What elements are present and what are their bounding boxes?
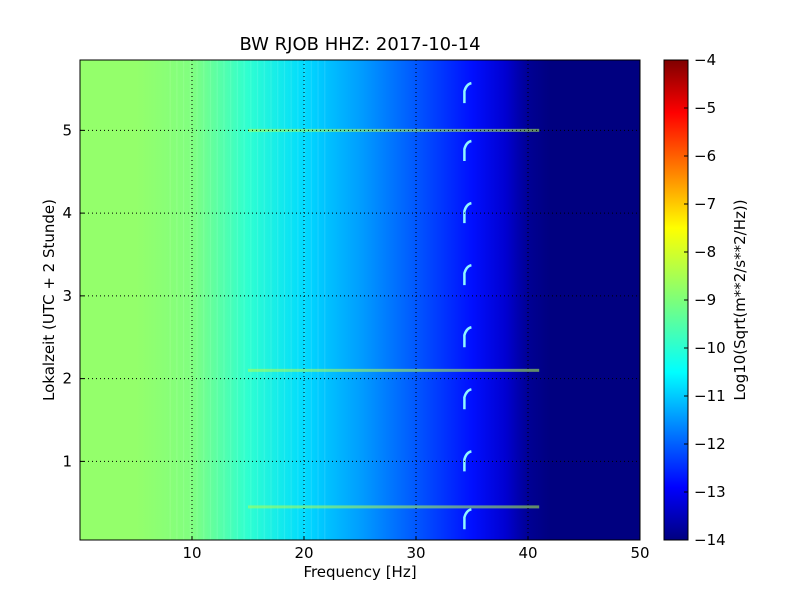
spectrogram-background bbox=[80, 60, 640, 540]
spectrogram-stripe bbox=[196, 60, 198, 540]
spectrogram-stripe bbox=[304, 60, 306, 540]
spectrogram-stripe bbox=[209, 60, 212, 540]
recurring-feature-mark bbox=[463, 450, 472, 472]
spectrogram-stripe bbox=[310, 60, 312, 540]
colorbar: −4 −5 −6 −7 −8 −9 −10 −11 −12 −13 −14 Log10(Sqrt(m… bbox=[663, 51, 749, 549]
y-tick-label: 1 bbox=[62, 452, 72, 470]
y-tick-label: 4 bbox=[62, 204, 72, 222]
spectrogram-stripe bbox=[317, 60, 319, 540]
colorbar-tick-label: −7 bbox=[694, 195, 716, 213]
colorbar-tick-label: −10 bbox=[694, 339, 726, 357]
y-tick-label: 3 bbox=[62, 287, 72, 305]
spectrogram-stripe bbox=[250, 60, 252, 540]
colorbar-tick-label: −14 bbox=[694, 531, 726, 549]
spectrogram-stripe bbox=[223, 60, 225, 540]
colorbar-label: Log10(Sqrt(m**2/s**2/Hz)) bbox=[731, 199, 749, 400]
colorbar-tick-label: −8 bbox=[694, 243, 716, 261]
spectrogram-stripes bbox=[169, 60, 326, 540]
spectrogram-stripe bbox=[263, 60, 265, 540]
spectrogram-stripe bbox=[183, 60, 185, 540]
spectrogram-stripe bbox=[216, 60, 218, 540]
x-axis-ticks: 10 20 30 40 50 bbox=[182, 536, 650, 562]
spectrogram-stripe bbox=[277, 60, 279, 540]
colorbar-tick-label: −12 bbox=[694, 435, 726, 453]
horizontal-event bbox=[248, 505, 540, 509]
spectrogram-events bbox=[248, 128, 540, 509]
x-tick-label: 40 bbox=[518, 544, 537, 562]
x-tick-label: 50 bbox=[630, 544, 649, 562]
colorbar-tick-label: −4 bbox=[694, 51, 716, 69]
spectrogram-stripe bbox=[297, 60, 299, 540]
horizontal-event bbox=[248, 368, 540, 372]
colorbar-tick-label: −9 bbox=[694, 291, 716, 309]
spectrogram-stripe bbox=[290, 60, 292, 540]
x-tick-label: 20 bbox=[294, 544, 313, 562]
spectrogram-stripe bbox=[230, 60, 232, 540]
recurring-feature-mark bbox=[463, 388, 472, 410]
spectrogram-stripe bbox=[169, 60, 171, 540]
colorbar-tick-label: −11 bbox=[694, 387, 726, 405]
colorbar-tick-label: −5 bbox=[694, 99, 716, 117]
colorbar-tick-label: −6 bbox=[694, 147, 716, 165]
plot-frame bbox=[79, 59, 641, 541]
recurring-feature-mark bbox=[463, 201, 472, 224]
colorbar-tick-label: −13 bbox=[694, 483, 726, 501]
x-tick-label: 30 bbox=[406, 544, 425, 562]
y-axis-label: Lokalzeit (UTC + 2 Stunde) bbox=[40, 199, 58, 401]
y-tick-label: 2 bbox=[62, 370, 72, 388]
spectrogram-stripe bbox=[324, 60, 326, 540]
y-tick-label: 5 bbox=[62, 121, 72, 139]
spectrogram-stripe bbox=[243, 60, 245, 540]
spectrogram-stripe bbox=[270, 60, 272, 540]
recurring-features bbox=[463, 81, 472, 530]
horizontal-event bbox=[248, 128, 540, 132]
chart-title: BW RJOB HHZ: 2017-10-14 bbox=[239, 34, 480, 55]
spectrogram-stripe bbox=[189, 60, 191, 540]
x-axis-label: Frequency [Hz] bbox=[303, 563, 416, 581]
y-axis-ticks: 1 2 3 4 5 bbox=[62, 121, 84, 470]
recurring-feature-mark bbox=[463, 81, 472, 104]
spectrogram-stripe bbox=[236, 60, 238, 540]
spectrogram-stripe bbox=[176, 60, 178, 540]
spectrogram-stripe bbox=[256, 60, 259, 540]
recurring-feature-mark bbox=[463, 263, 472, 286]
recurring-feature-mark bbox=[463, 508, 472, 530]
plot-area bbox=[79, 59, 641, 541]
recurring-feature-mark bbox=[463, 139, 472, 162]
spectrogram-stripe bbox=[283, 60, 286, 540]
colorbar-ticks: −4 −5 −6 −7 −8 −9 −10 −11 −12 −13 −14 bbox=[684, 51, 726, 549]
x-tick-label: 10 bbox=[182, 544, 201, 562]
spectrogram-stripe bbox=[203, 60, 205, 540]
grid-lines bbox=[80, 60, 640, 540]
recurring-feature-mark bbox=[463, 326, 472, 348]
